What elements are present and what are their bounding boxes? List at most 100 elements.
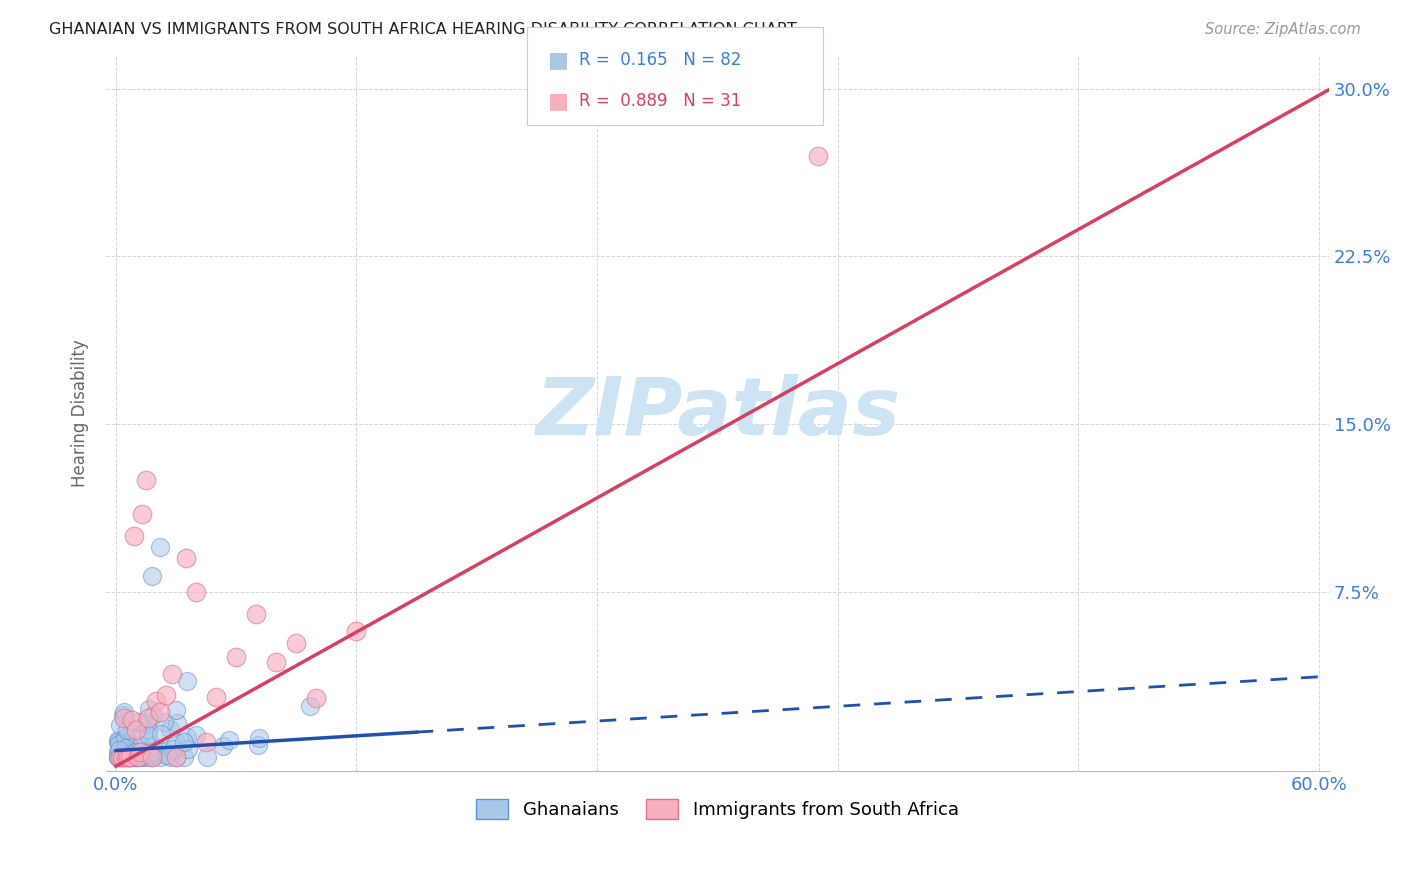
Point <box>285 636 308 650</box>
Point <box>136 746 159 760</box>
Point <box>176 674 198 689</box>
Point <box>124 746 146 760</box>
Point <box>107 745 129 759</box>
Point <box>107 750 129 764</box>
Point <box>108 750 131 764</box>
Point <box>117 736 139 750</box>
Point <box>112 747 135 761</box>
Point <box>118 750 141 764</box>
Point <box>129 750 152 764</box>
Point <box>129 750 152 764</box>
Point <box>118 750 141 764</box>
Point <box>108 743 131 757</box>
Point <box>127 750 149 764</box>
Point <box>138 750 160 764</box>
Text: R =  0.165   N = 82: R = 0.165 N = 82 <box>579 51 741 69</box>
Point <box>118 750 141 764</box>
Point <box>124 750 146 764</box>
Y-axis label: Hearing Disability: Hearing Disability <box>72 339 89 487</box>
Point <box>118 750 141 764</box>
Point <box>166 715 188 730</box>
Point <box>112 750 135 764</box>
Point <box>117 750 139 764</box>
Point <box>111 750 134 764</box>
Point <box>142 739 165 753</box>
Point <box>195 750 218 764</box>
Point <box>145 694 167 708</box>
Point <box>108 737 131 751</box>
Point <box>195 735 218 749</box>
Point <box>108 734 131 748</box>
Point <box>118 750 141 764</box>
Legend: Ghanaians, Immigrants from South Africa: Ghanaians, Immigrants from South Africa <box>468 792 966 826</box>
Point <box>247 738 270 752</box>
Point <box>165 702 187 716</box>
Point <box>141 747 163 762</box>
Point <box>160 666 183 681</box>
Point <box>142 708 165 723</box>
Point <box>135 473 157 487</box>
Point <box>142 744 165 758</box>
Point <box>134 750 156 764</box>
Point <box>112 705 135 719</box>
Point <box>115 750 138 764</box>
Point <box>346 624 368 639</box>
Point <box>135 715 157 730</box>
Point <box>114 737 136 751</box>
Point <box>174 551 197 566</box>
Text: ZIPatlas: ZIPatlas <box>534 374 900 452</box>
Point <box>165 750 187 764</box>
Point <box>266 655 288 669</box>
Point <box>141 569 163 583</box>
Text: ■: ■ <box>548 91 569 111</box>
Point <box>115 750 138 764</box>
Point <box>129 745 152 759</box>
Point <box>146 742 169 756</box>
Point <box>120 747 142 762</box>
Point <box>149 705 172 719</box>
Point <box>173 735 195 749</box>
Text: Source: ZipAtlas.com: Source: ZipAtlas.com <box>1205 22 1361 37</box>
Point <box>112 750 135 764</box>
Point <box>148 750 170 764</box>
Point <box>121 714 143 728</box>
Point <box>141 750 163 764</box>
Point <box>247 731 270 745</box>
Point <box>110 750 132 764</box>
Point <box>107 734 129 748</box>
Point <box>806 149 828 163</box>
Point <box>165 735 187 749</box>
Point <box>142 750 165 764</box>
Point <box>176 730 198 744</box>
Point <box>107 733 129 747</box>
Point <box>131 507 153 521</box>
Point <box>112 750 135 764</box>
Point <box>245 607 267 622</box>
Point <box>225 650 247 665</box>
Point <box>117 750 139 764</box>
Point <box>136 711 159 725</box>
Point <box>111 708 134 723</box>
Point <box>156 748 179 763</box>
Point <box>149 540 172 554</box>
Point <box>114 741 136 756</box>
Point <box>107 750 129 764</box>
Point <box>159 722 181 736</box>
Point <box>305 691 328 706</box>
Point <box>211 739 233 753</box>
Point <box>124 750 146 764</box>
Point <box>153 714 176 729</box>
Point <box>129 727 152 741</box>
Point <box>299 698 322 713</box>
Point <box>110 718 132 732</box>
Point <box>162 742 184 756</box>
Point <box>136 723 159 737</box>
Text: R =  0.889   N = 31: R = 0.889 N = 31 <box>579 92 741 110</box>
Point <box>124 750 146 764</box>
Point <box>176 741 198 756</box>
Point <box>205 690 228 704</box>
Point <box>155 689 177 703</box>
Point <box>184 728 207 742</box>
Point <box>138 702 160 716</box>
Point <box>118 747 141 761</box>
